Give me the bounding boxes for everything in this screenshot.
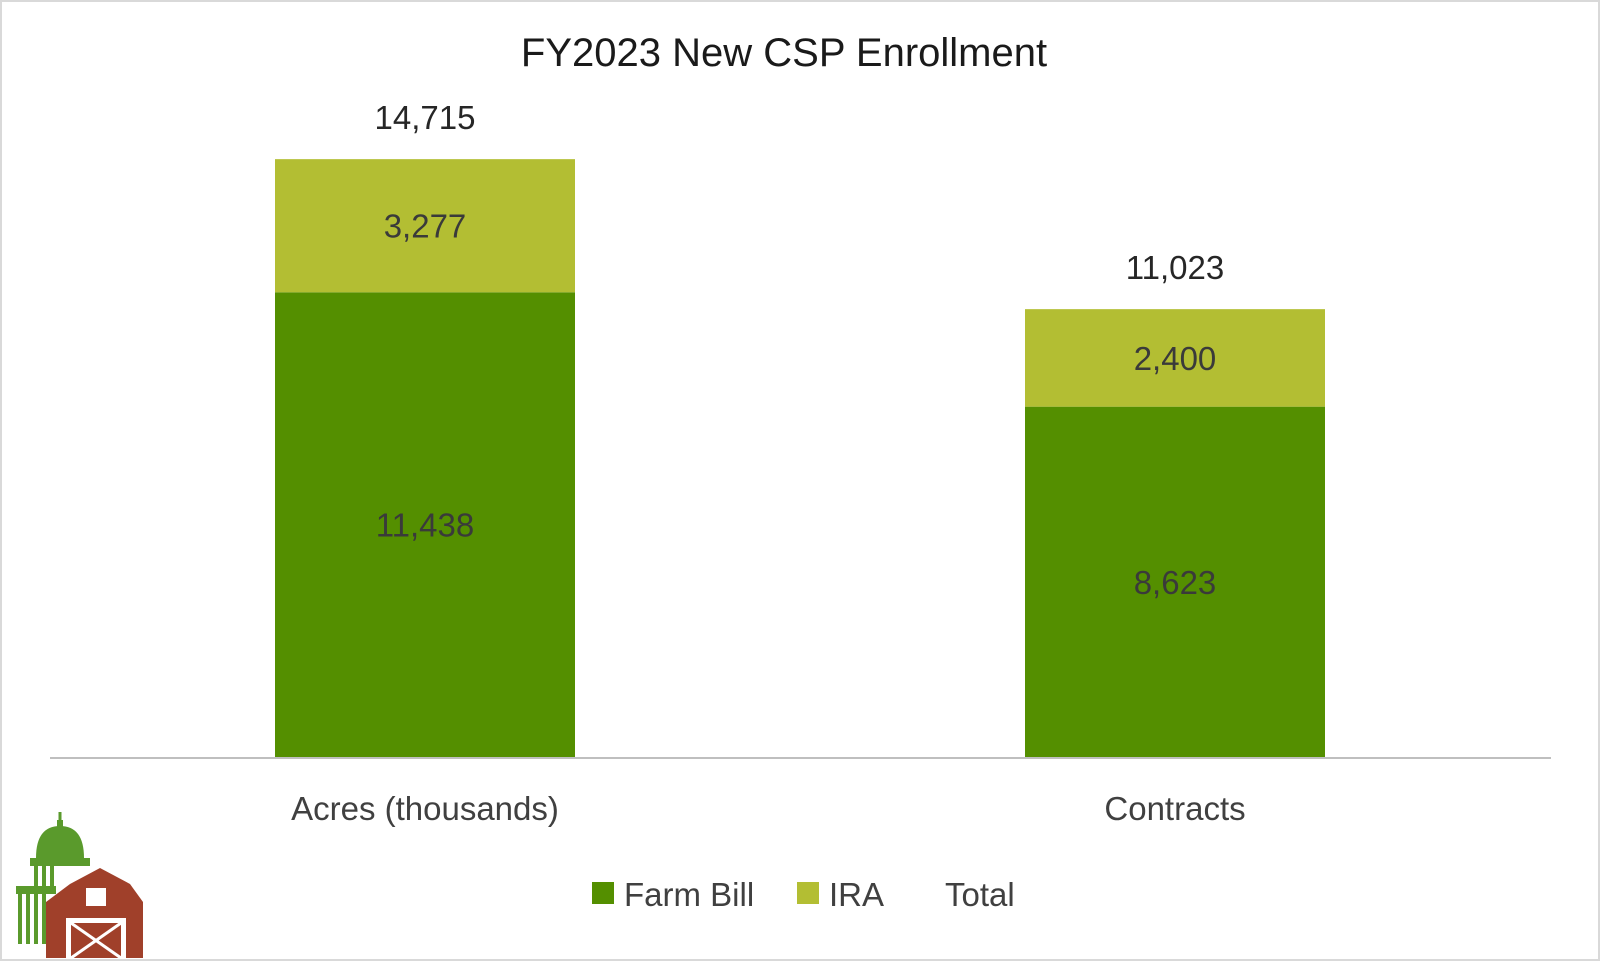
legend-label-farm-bill: Farm Bill [624,876,754,913]
bar-farm-bill-contracts [1025,406,1325,757]
total-label-contracts: 11,023 [1126,249,1224,286]
total-label-acres-thousands: 14,715 [375,99,476,136]
barn-icon [46,868,143,960]
bar-ira-acres-thousands [275,159,575,293]
category-labels-group: Acres (thousands) Contracts [291,790,1246,827]
capitol-dome-icon [16,812,90,944]
bar-ira-contracts [1025,309,1325,407]
legend: Farm Bill IRA Total [592,876,1015,913]
chart-title: FY2023 New CSP Enrollment [521,31,1047,75]
data-label-ira-contracts: 2,400 [1134,340,1217,377]
data-label-farm-bill-contracts: 8,623 [1134,564,1217,601]
barn-capitol-logo [16,812,143,960]
legend-swatch-farm-bill [592,882,614,904]
legend-label-total: Total [945,876,1015,913]
legend-label-ira: IRA [829,876,884,913]
category-label-acres-thousands: Acres (thousands) [291,790,559,827]
legend-swatch-ira [797,882,819,904]
bar-farm-bill-acres-thousands [275,292,575,757]
data-label-farm-bill-acres-thousands: 11,438 [376,507,474,544]
total-labels-group: 14,715 11,023 [375,99,1225,286]
bars-group [275,159,1325,757]
segment-labels-group: 11,438 3,277 8,623 2,400 [376,208,1217,601]
category-label-contracts: Contracts [1104,790,1245,827]
data-label-ira-acres-thousands: 3,277 [384,208,467,245]
